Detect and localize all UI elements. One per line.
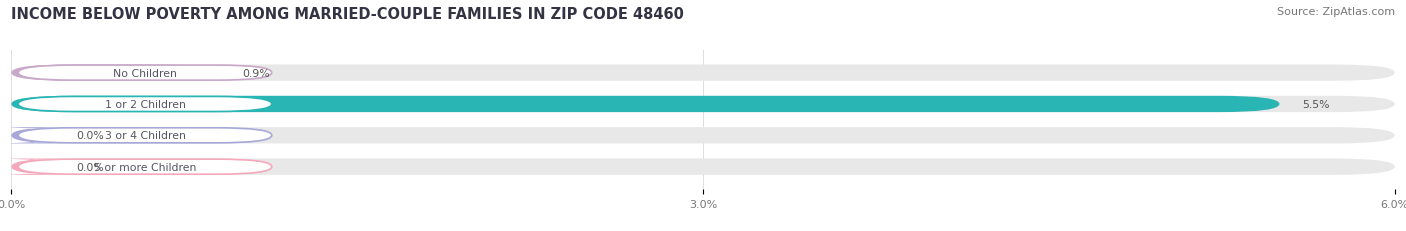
FancyBboxPatch shape — [11, 96, 1279, 113]
Text: No Children: No Children — [112, 68, 177, 78]
Text: 5 or more Children: 5 or more Children — [94, 162, 197, 172]
Text: 3 or 4 Children: 3 or 4 Children — [104, 131, 186, 141]
FancyBboxPatch shape — [18, 128, 271, 143]
FancyBboxPatch shape — [0, 159, 72, 175]
Text: 0.0%: 0.0% — [76, 162, 104, 172]
Text: INCOME BELOW POVERTY AMONG MARRIED-COUPLE FAMILIES IN ZIP CODE 48460: INCOME BELOW POVERTY AMONG MARRIED-COUPL… — [11, 7, 685, 22]
FancyBboxPatch shape — [11, 96, 1395, 113]
FancyBboxPatch shape — [11, 159, 1395, 175]
Text: 5.5%: 5.5% — [1302, 100, 1330, 109]
Text: Source: ZipAtlas.com: Source: ZipAtlas.com — [1277, 7, 1395, 17]
FancyBboxPatch shape — [18, 66, 271, 81]
FancyBboxPatch shape — [18, 159, 271, 174]
FancyBboxPatch shape — [11, 128, 1395, 144]
FancyBboxPatch shape — [0, 128, 72, 144]
Text: 0.0%: 0.0% — [76, 131, 104, 141]
Text: 1 or 2 Children: 1 or 2 Children — [104, 100, 186, 109]
FancyBboxPatch shape — [11, 65, 219, 81]
FancyBboxPatch shape — [18, 97, 271, 112]
Text: 0.9%: 0.9% — [242, 68, 270, 78]
FancyBboxPatch shape — [11, 65, 1395, 81]
